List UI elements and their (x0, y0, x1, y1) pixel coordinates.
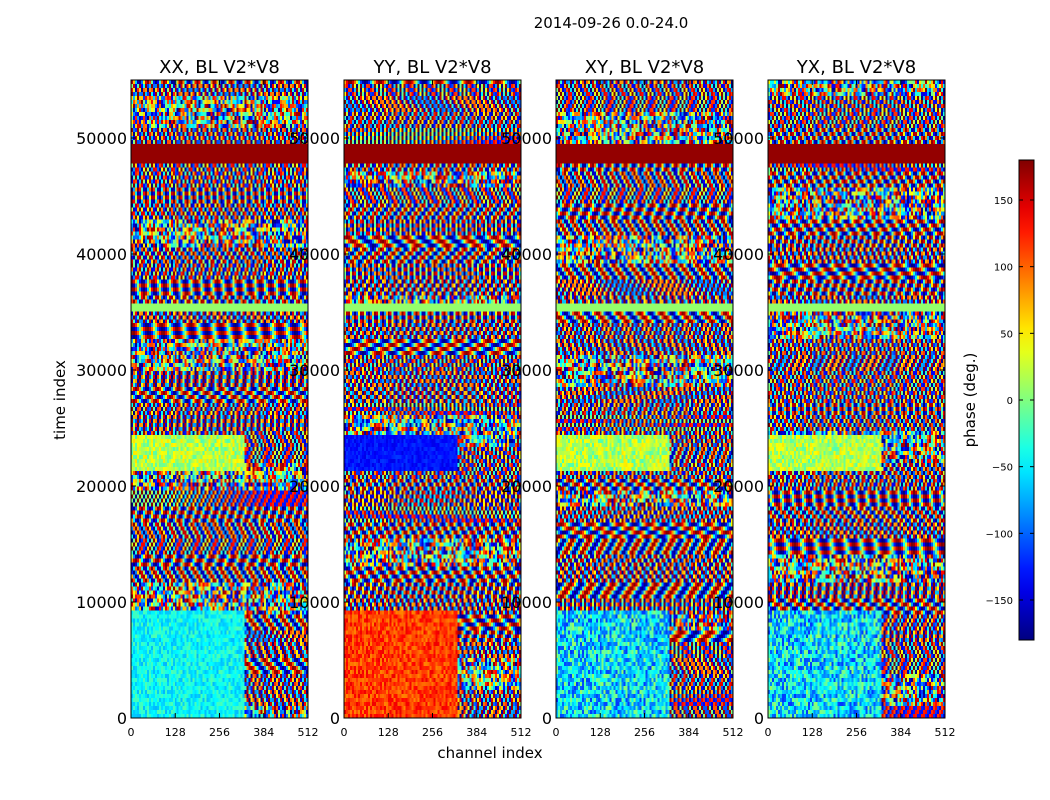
x-tick-label: 512 (723, 726, 744, 739)
x-tick-label: 128 (165, 726, 186, 739)
panel-xy: XY, BL V2*V8 0 128 256 384 512 0 10000 20000 3000… (501, 57, 743, 739)
y-tick-label: 30000 (76, 361, 127, 380)
colorbar-tick-label: 0 (1007, 396, 1013, 407)
y-tick-label: 0 (117, 709, 127, 728)
panel-title: XY, BL V2*V8 (585, 57, 704, 78)
heatmap-image (131, 80, 308, 718)
x-tick-label: 256 (846, 726, 867, 739)
y-tick-label: 20000 (713, 477, 764, 496)
x-tick-label: 512 (298, 726, 319, 739)
panel-xx: XX, BL V2*V8 0 128 256 384 512 0 10000 20000 3000… (76, 57, 318, 739)
y-tick-label: 30000 (713, 361, 764, 380)
y-tick-label: 0 (542, 709, 552, 728)
colorbar-tick-label: 150 (994, 196, 1013, 207)
y-tick-label: 50000 (289, 129, 340, 148)
y-tick-label: 40000 (289, 245, 340, 264)
panel-title: XX, BL V2*V8 (159, 57, 280, 78)
x-tick-label: 256 (209, 726, 230, 739)
panel-title: YY, BL V2*V8 (372, 57, 491, 78)
colorbar-tick-label: −100 (986, 529, 1013, 540)
x-tick-label: 256 (634, 726, 655, 739)
x-tick-label: 128 (378, 726, 399, 739)
y-tick-label: 30000 (289, 361, 340, 380)
y-tick-label: 20000 (501, 477, 552, 496)
x-tick-label: 384 (890, 726, 911, 739)
colorbar-tick-label: −50 (992, 463, 1013, 474)
y-tick-label: 50000 (501, 129, 552, 148)
y-tick-label: 40000 (501, 245, 552, 264)
x-tick-label: 128 (590, 726, 611, 739)
colorbar-tick-label: 50 (1000, 329, 1013, 340)
y-tick-label: 10000 (501, 593, 552, 612)
heatmap-image (768, 80, 945, 718)
x-tick-label: 512 (511, 726, 532, 739)
heatmap-image (556, 80, 733, 718)
y-axis-label: time index (51, 360, 69, 440)
y-tick-label: 40000 (76, 245, 127, 264)
x-tick-label: 256 (422, 726, 443, 739)
y-tick-label: 10000 (76, 593, 127, 612)
y-tick-label: 30000 (501, 361, 552, 380)
y-tick-label: 10000 (713, 593, 764, 612)
colorbar: 150 100 50 0 −50 −100 −150 (986, 159, 1035, 641)
x-tick-label: 384 (678, 726, 699, 739)
x-axis-label: channel index (437, 744, 542, 762)
y-tick-label: 0 (754, 709, 764, 728)
figure-suptitle: 2014-09-26 0.0-24.0 (534, 14, 689, 32)
x-tick-label: 0 (128, 726, 135, 739)
x-tick-label: 512 (935, 726, 956, 739)
y-tick-label: 40000 (713, 245, 764, 264)
y-tick-label: 50000 (713, 129, 764, 148)
y-tick-label: 20000 (76, 477, 127, 496)
y-tick-label: 10000 (289, 593, 340, 612)
panels: XX, BL V2*V8 0 128 256 384 512 0 10000 20000 3000… (76, 57, 955, 739)
panel-yy: YY, BL V2*V8 0 128 256 384 512 0 10000 20000 3000… (289, 57, 531, 739)
panel-yx: YX, BL V2*V8 0 128 256 384 512 0 10000 20000 3000… (713, 57, 955, 739)
x-tick-label: 384 (466, 726, 487, 739)
y-tick-label: 20000 (289, 477, 340, 496)
heatmap-image (344, 80, 521, 718)
x-tick-label: 0 (341, 726, 348, 739)
y-tick-label: 0 (330, 709, 340, 728)
colorbar-tick-label: 100 (994, 263, 1013, 274)
colorbar-label: phase (deg.) (961, 353, 979, 448)
x-tick-label: 128 (802, 726, 823, 739)
x-tick-label: 384 (253, 726, 274, 739)
panel-title: YX, BL V2*V8 (796, 57, 916, 78)
x-tick-label: 0 (765, 726, 772, 739)
colorbar-tick-label: −150 (986, 596, 1013, 607)
x-tick-label: 0 (553, 726, 560, 739)
y-tick-label: 50000 (76, 129, 127, 148)
